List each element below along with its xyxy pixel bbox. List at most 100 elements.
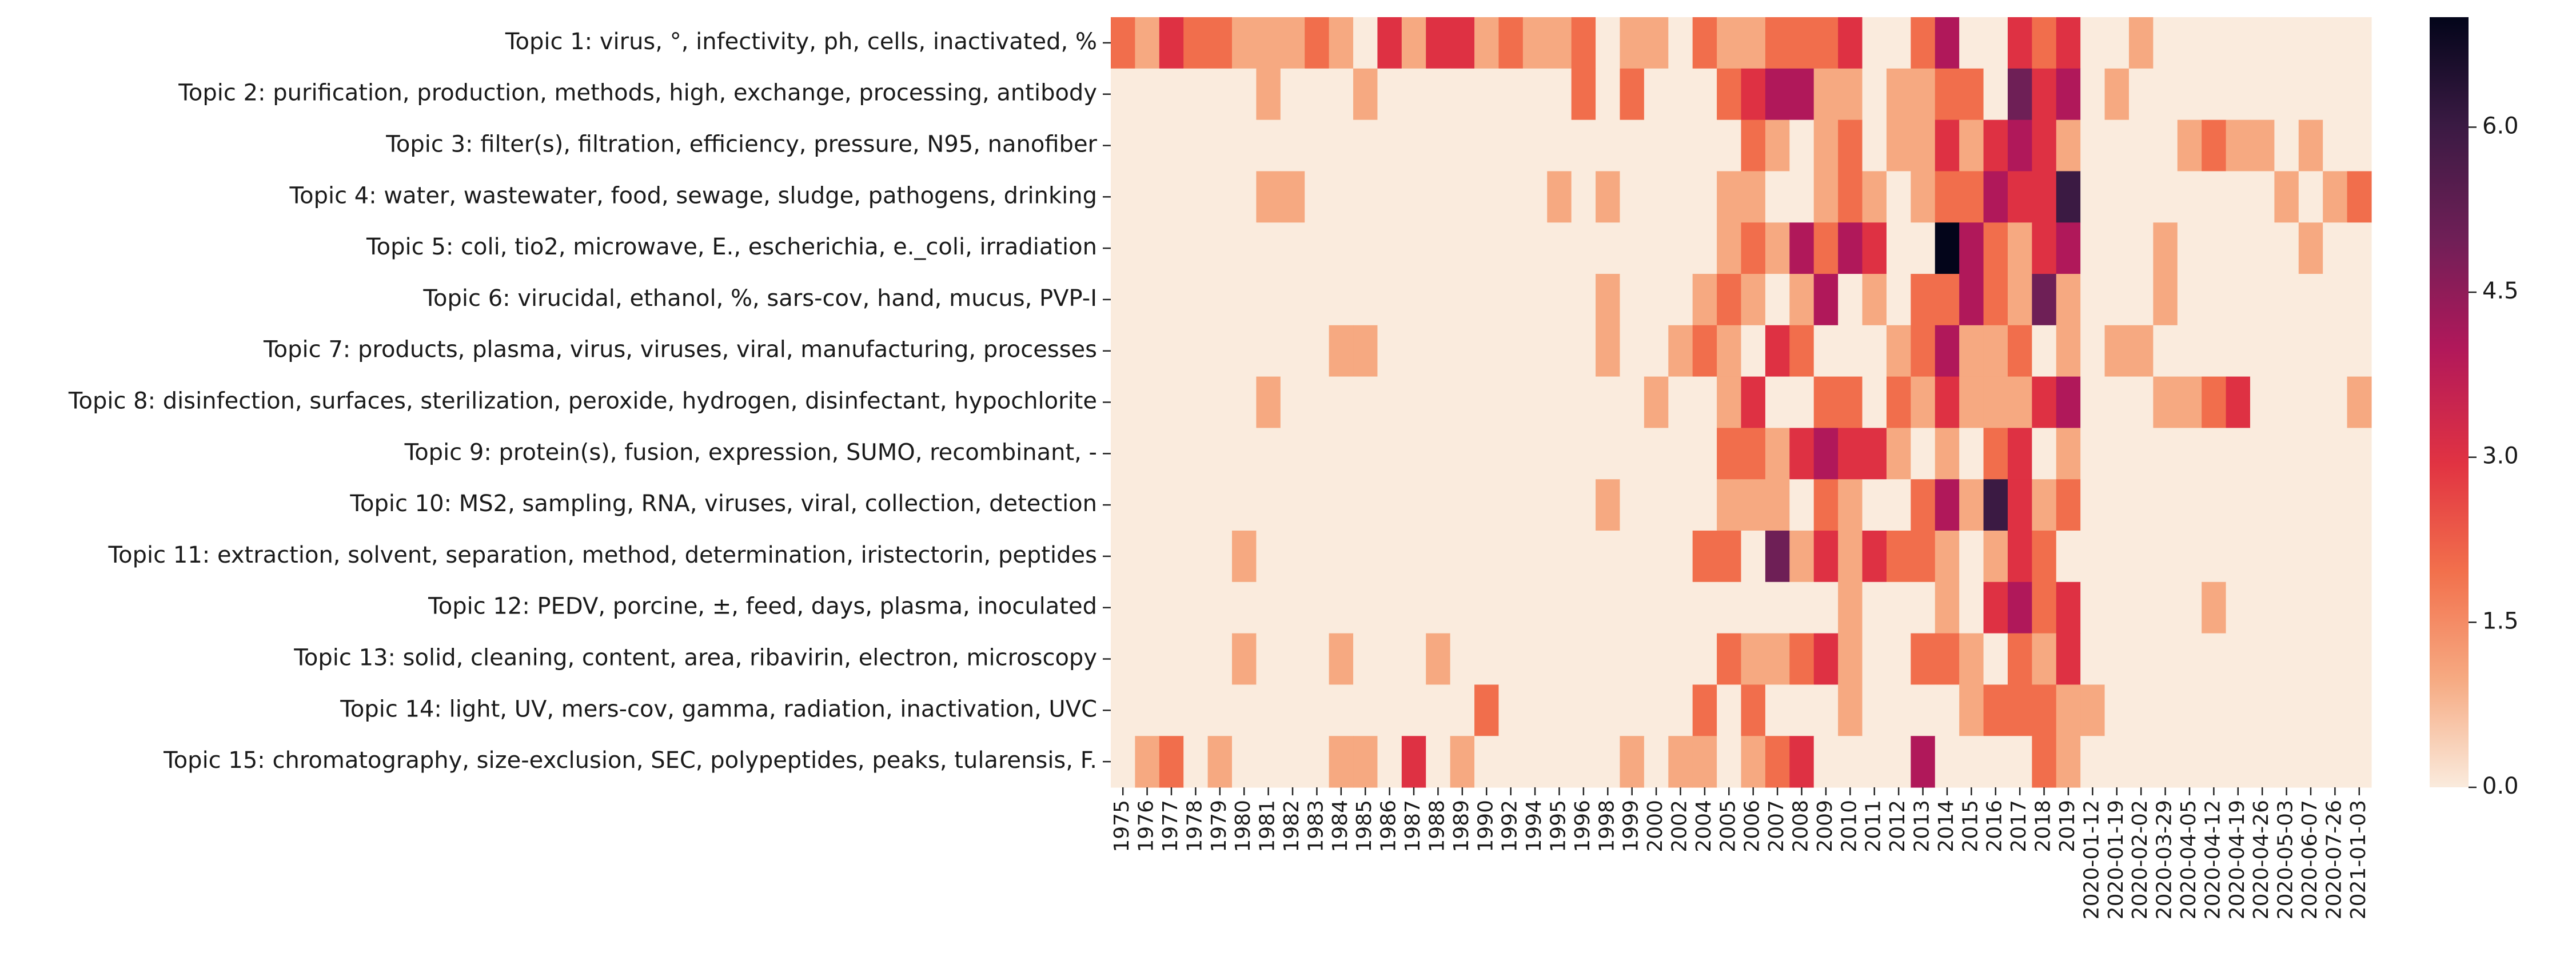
heatmap-cell bbox=[2177, 633, 2202, 685]
y-tick-label: Topic 7: products, plasma, virus, viruse… bbox=[263, 337, 1097, 363]
heatmap-cell bbox=[1911, 581, 1936, 634]
heatmap-cell bbox=[1813, 479, 1839, 531]
heatmap-cell bbox=[1644, 736, 1669, 788]
heatmap-cell bbox=[1717, 222, 1742, 274]
heatmap-cell bbox=[1741, 633, 1766, 685]
heatmap-cell bbox=[1692, 684, 1717, 736]
heatmap-cell bbox=[1596, 531, 1621, 583]
heatmap-cell bbox=[1353, 581, 1378, 634]
heatmap-cell bbox=[1207, 17, 1233, 69]
heatmap-cell bbox=[1498, 684, 1524, 736]
x-tick-label: 2021-01-03 bbox=[2347, 800, 2370, 919]
y-tick-label: Topic 13: solid, cleaning, content, area… bbox=[293, 645, 1097, 671]
heatmap-cell bbox=[1232, 68, 1257, 121]
heatmap-cell bbox=[1135, 222, 1160, 274]
heatmap-cell bbox=[1935, 17, 1960, 69]
heatmap-cell bbox=[2177, 274, 2202, 326]
heatmap-cell bbox=[2032, 376, 2057, 428]
heatmap-cell bbox=[1159, 376, 1184, 428]
heatmap-cell bbox=[2298, 325, 2323, 377]
heatmap-cell bbox=[1862, 736, 1887, 788]
heatmap-cell bbox=[1692, 428, 1717, 480]
heatmap-cell bbox=[1377, 428, 1402, 480]
heatmap-cell bbox=[2274, 684, 2299, 736]
heatmap-cell bbox=[1596, 376, 1621, 428]
heatmap-cell bbox=[1959, 222, 1984, 274]
heatmap-cell bbox=[1450, 222, 1475, 274]
heatmap-cell bbox=[1547, 325, 1572, 377]
heatmap-cell bbox=[1547, 684, 1572, 736]
heatmap-cell bbox=[1813, 736, 1839, 788]
heatmap-cell bbox=[2007, 684, 2032, 736]
heatmap-cell bbox=[1353, 428, 1378, 480]
heatmap-cell bbox=[1813, 222, 1839, 274]
heatmap-cell bbox=[1353, 171, 1378, 223]
heatmap-cell bbox=[1498, 581, 1524, 634]
heatmap-cell bbox=[1401, 633, 1426, 685]
heatmap-cell bbox=[2080, 581, 2106, 634]
heatmap-cell bbox=[1329, 325, 1354, 377]
heatmap-cell bbox=[1280, 736, 1305, 788]
heatmap-cell bbox=[1741, 17, 1766, 69]
heatmap-cell bbox=[1353, 17, 1378, 69]
heatmap-cell bbox=[1862, 633, 1887, 685]
heatmap-cell bbox=[1789, 119, 1815, 172]
heatmap-cell bbox=[1668, 68, 1693, 121]
heatmap-cell bbox=[1401, 325, 1426, 377]
heatmap-cell bbox=[1983, 171, 2008, 223]
heatmap-cell bbox=[1329, 531, 1354, 583]
heatmap-cell bbox=[1717, 325, 1742, 377]
heatmap-cell bbox=[1862, 479, 1887, 531]
heatmap-cell bbox=[1838, 171, 1863, 223]
heatmap-cell bbox=[2032, 684, 2057, 736]
x-tick-label: 1975 bbox=[1110, 800, 1134, 853]
heatmap-cell bbox=[2274, 274, 2299, 326]
heatmap-cell bbox=[1377, 684, 1402, 736]
x-tick-label: 2017 bbox=[2007, 800, 2031, 853]
heatmap-cell bbox=[1426, 17, 1451, 69]
heatmap-cell bbox=[1935, 325, 1960, 377]
heatmap-cell bbox=[1692, 581, 1717, 634]
heatmap-cell bbox=[1596, 119, 1621, 172]
heatmap-cell bbox=[1547, 736, 1572, 788]
heatmap-cell bbox=[1765, 274, 1790, 326]
heatmap-cell bbox=[2226, 119, 2251, 172]
heatmap-cell bbox=[1813, 376, 1839, 428]
heatmap-cell bbox=[2080, 633, 2106, 685]
x-tick-label: 2020-03-29 bbox=[2153, 800, 2176, 919]
heatmap-cell bbox=[1426, 68, 1451, 121]
heatmap-cell bbox=[2007, 428, 2032, 480]
heatmap-cell bbox=[1183, 274, 1209, 326]
heatmap-cell bbox=[2032, 479, 2057, 531]
y-tick-label: Topic 11: extraction, solvent, separatio… bbox=[108, 542, 1097, 568]
heatmap-cell bbox=[1596, 68, 1621, 121]
heatmap-cell bbox=[1911, 633, 1936, 685]
heatmap-cell bbox=[1207, 68, 1233, 121]
heatmap-cell bbox=[1886, 376, 1911, 428]
heatmap-cell bbox=[1183, 376, 1209, 428]
heatmap-cell bbox=[1498, 428, 1524, 480]
heatmap-cell bbox=[1813, 274, 1839, 326]
heatmap-cell bbox=[1305, 633, 1330, 685]
heatmap-cell bbox=[1959, 119, 1984, 172]
heatmap-cell bbox=[1911, 376, 1936, 428]
heatmap-cell bbox=[1498, 68, 1524, 121]
heatmap-cell bbox=[1232, 428, 1257, 480]
heatmap-cell bbox=[1596, 274, 1621, 326]
heatmap-cell bbox=[1692, 325, 1717, 377]
heatmap-cell bbox=[1305, 68, 1330, 121]
heatmap-cell bbox=[1886, 684, 1911, 736]
heatmap-cell bbox=[2128, 684, 2154, 736]
heatmap-cell bbox=[2202, 119, 2227, 172]
x-tick-label: 1983 bbox=[1304, 800, 1327, 853]
heatmap-cell bbox=[1547, 531, 1572, 583]
heatmap-cell bbox=[2177, 581, 2202, 634]
heatmap-cell bbox=[1789, 274, 1815, 326]
heatmap-cell bbox=[1183, 17, 1209, 69]
heatmap-cell bbox=[1256, 428, 1281, 480]
heatmap-cell bbox=[1183, 531, 1209, 583]
heatmap-cell bbox=[1571, 222, 1596, 274]
heatmap-cell bbox=[1644, 581, 1669, 634]
heatmap-cell bbox=[1765, 119, 1790, 172]
heatmap-cell bbox=[1329, 428, 1354, 480]
